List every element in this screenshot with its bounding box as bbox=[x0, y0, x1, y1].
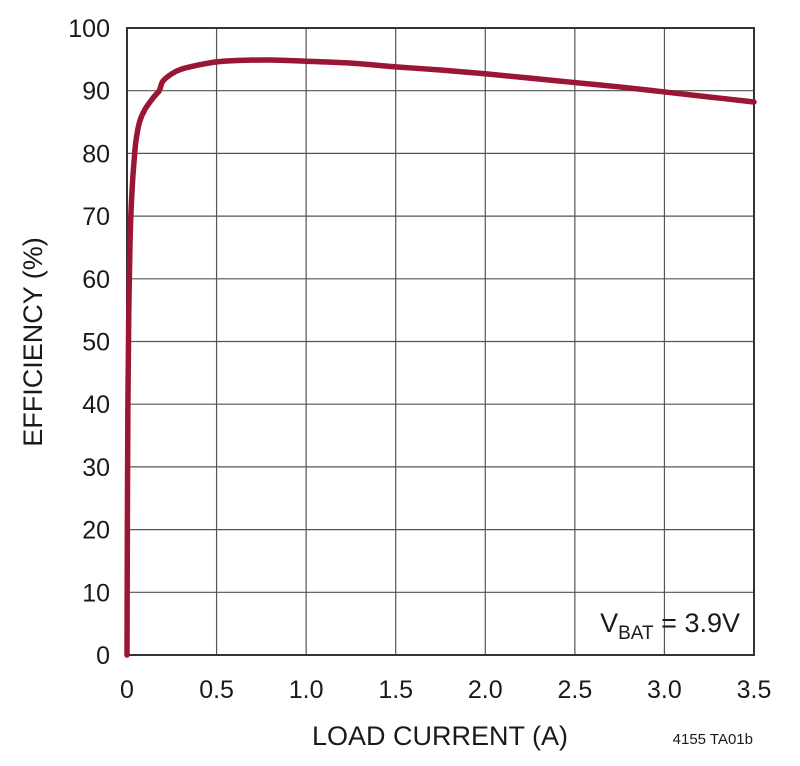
efficiency-curve bbox=[124, 57, 757, 658]
y-tick-label: 70 bbox=[82, 203, 110, 231]
y-tick-label: 60 bbox=[82, 266, 110, 294]
x-tick-labels: 0 0.5 1.0 1.5 2.0 2.5 3.0 3.5 bbox=[120, 676, 771, 704]
y-tick-labels: 0 10 20 30 40 50 60 70 80 90 100 bbox=[68, 15, 110, 670]
y-axis-title: EFFICIENCY (%) bbox=[18, 237, 48, 447]
x-tick-label: 2.0 bbox=[468, 676, 503, 704]
y-tick-label: 80 bbox=[82, 140, 110, 168]
y-tick-label: 50 bbox=[82, 329, 110, 357]
y-tick-label: 100 bbox=[68, 15, 110, 43]
y-tick-label: 30 bbox=[82, 454, 110, 482]
x-tick-label: 3.0 bbox=[647, 676, 682, 704]
grid-lines bbox=[127, 28, 754, 655]
x-tick-label: 1.0 bbox=[289, 676, 324, 704]
y-tick-label: 0 bbox=[96, 642, 110, 670]
y-tick-label: 20 bbox=[82, 517, 110, 545]
x-tick-label: 0 bbox=[120, 676, 134, 704]
x-tick-label: 3.5 bbox=[737, 676, 772, 704]
x-tick-label: 2.5 bbox=[557, 676, 592, 704]
vbat-subscript: BAT bbox=[618, 623, 654, 644]
x-tick-label: 0.5 bbox=[199, 676, 234, 704]
figure-id: 4155 TA01b bbox=[673, 731, 753, 748]
y-tick-label: 10 bbox=[82, 579, 110, 607]
vbat-symbol: V bbox=[600, 608, 618, 638]
x-tick-label: 1.5 bbox=[378, 676, 413, 704]
y-tick-label: 90 bbox=[82, 78, 110, 106]
vbat-annotation: VBAT = 3.9V bbox=[600, 608, 740, 644]
x-axis-title: LOAD CURRENT (A) bbox=[312, 721, 568, 751]
y-tick-label: 40 bbox=[82, 391, 110, 419]
vbat-value: = 3.9V bbox=[654, 608, 740, 638]
